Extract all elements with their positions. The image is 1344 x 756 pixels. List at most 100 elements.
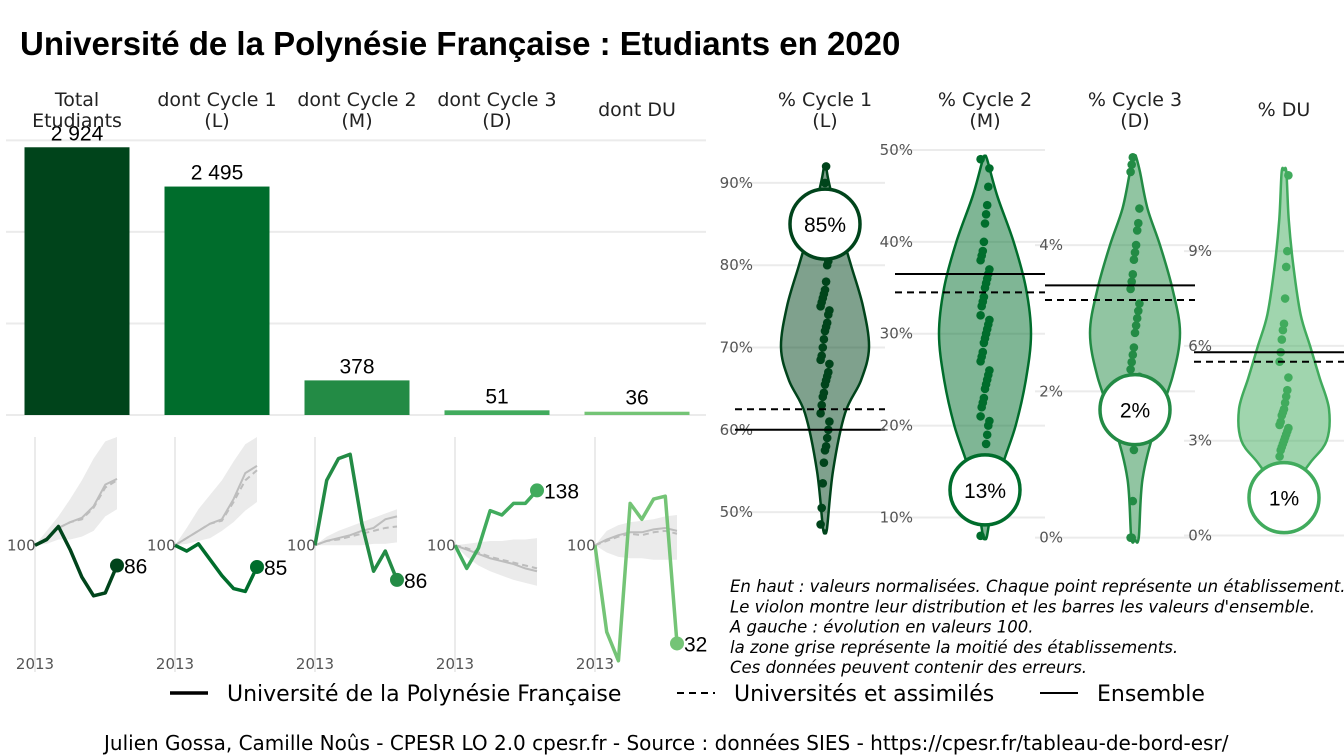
violin-tick-label: 0% [1039,529,1063,547]
evolution-panels: 8610020138510020138610020131381002013321… [7,437,707,673]
violin-point [817,351,826,361]
bar-value-label: 36 [625,387,648,410]
violin-point [978,246,988,256]
violin-point [984,182,993,192]
violin-point [979,292,989,302]
end-value-label: 138 [544,480,579,503]
violin-point [985,265,994,274]
violin-point [1130,328,1140,338]
violin-point [818,343,828,352]
legend-label: Universités et assimilés [734,682,994,707]
violin-point [825,417,834,426]
violin-point [817,400,826,410]
caption: Julien Gossa, Camille Noûs - CPESR LO 2.… [102,731,1229,755]
violin-point [820,178,830,188]
ensemble-line [174,465,258,547]
violin-tick-label: 6% [1188,337,1212,355]
universities-line [454,544,538,570]
violin-panel: 10% 20% 30% 40% 50% % Cycle 2(M) 13% [880,89,1045,541]
violin-header: % DU [1258,99,1311,121]
violin-point [821,162,831,171]
violin-tick-label: 0% [1188,527,1212,545]
violin-point [979,237,989,247]
violin-tick-label: 50% [720,503,753,521]
bar [584,411,690,415]
establishment-value-label: 85% [804,214,846,237]
violin-point [819,334,829,344]
violin-point [979,393,989,403]
violin-panel: 0% 2% 4% % Cycle 3(D) 2% [1035,89,1195,547]
violin-tick-label: 80% [720,256,753,274]
violin-point [980,219,990,228]
violin-point [982,200,992,210]
violin-point [1284,170,1293,180]
ensemble-line [454,544,538,573]
establishment-end-point [530,483,544,498]
end-value-label: 86 [404,570,427,593]
violin-point [818,478,828,488]
bar [444,410,550,415]
violin-point [1126,284,1135,294]
violin-point [1275,452,1284,461]
evolution-panel: 86 100 2013 [287,437,427,673]
violin-point [1281,392,1291,401]
y-tick-label: 100 [7,536,36,554]
legend-label: Ensemble [1097,682,1205,707]
legend-label: Université de la Polynésie Française [227,682,621,707]
x-tick-label: 2013 [296,655,334,673]
chart-title: Université de la Polynésie Française : E… [20,25,900,62]
bar-category-label: dont Cycle 3 [437,89,556,111]
violin-point [985,366,994,375]
violin-tick-label: 70% [720,339,753,357]
universities-line [594,529,678,547]
notes: En haut : valeurs normalisées. Chaque po… [729,577,1344,677]
violin-tick-label: 30% [880,325,913,343]
violin-panel: 50%60%70%80%90%% Cycle 1(L)85% [720,89,885,535]
interquartile-band [35,437,117,546]
violin-point [976,412,985,421]
establishment-end-point [670,636,684,651]
violin-tick-label: 90% [720,174,753,192]
establishment-circle [1098,372,1172,447]
violin-point [1127,357,1136,367]
bar-value-label: 2 495 [191,162,244,185]
bar-category-label: (D) [482,110,511,132]
violin-panel: 0% 3% 6% 9% % DU 1% [1184,99,1344,545]
establishment-circle [788,187,862,261]
end-value-label: 86 [124,555,147,578]
violin-point [1128,270,1138,279]
violin-point [985,315,994,325]
end-value-label: 85 [264,557,287,580]
violin-point [1283,246,1292,256]
violin-point [817,503,826,513]
note-line: Le violon montre leur distribution et le… [730,597,1315,616]
violin-point [1131,321,1141,330]
violin-point [1127,160,1136,169]
establishment-circle [1247,460,1321,535]
establishment-line [34,524,119,598]
violin-point [825,306,834,315]
violin-point [821,441,831,451]
violin-point [981,210,991,219]
legend: Université de la Polynésie Française Univ… [170,682,1205,707]
bar-category-label: (M) [341,110,372,132]
evolution-panel: 32 100 2013 [567,437,707,673]
y-tick-label: 100 [427,536,456,554]
y-tick-label: 100 [147,536,176,554]
violin-point [982,430,992,440]
establishment-value-label: 1% [1269,488,1299,511]
violin-point [978,347,988,357]
bar [24,147,130,416]
x-tick-label: 2013 [16,655,54,673]
violin-header: % Cycle 1 [778,89,872,111]
y-tick-label: 100 [567,536,596,554]
violin-point [1279,404,1289,414]
violin-point [816,409,825,418]
violin-point [1126,365,1135,374]
violin-tick-label: 9% [1188,242,1212,260]
bar-category-label: (L) [204,110,229,132]
establishment-end-point [390,572,404,587]
violin-point [816,520,825,529]
establishment-line [593,494,679,663]
